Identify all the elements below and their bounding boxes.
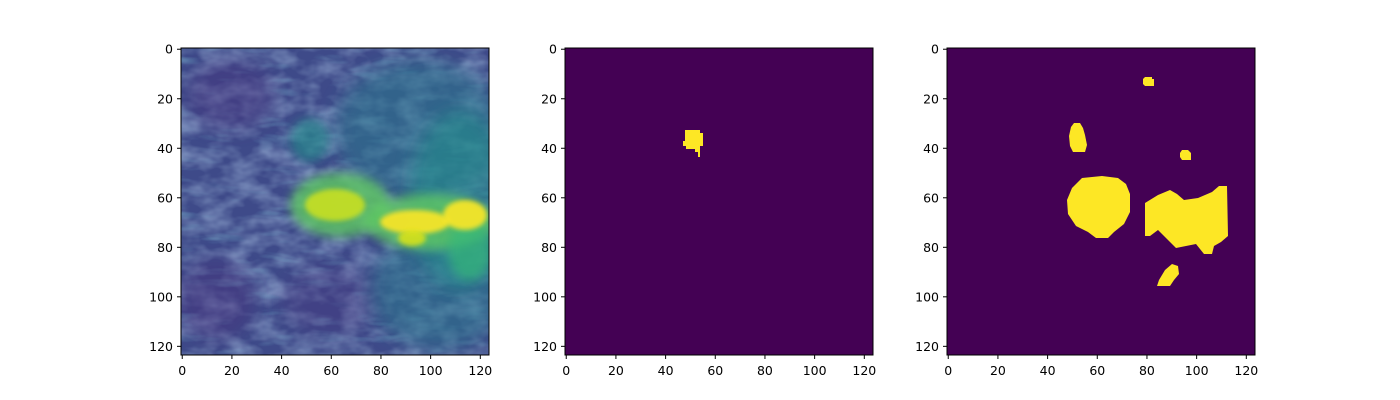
x-tick-label: 120 — [1234, 363, 1258, 378]
mask-b-panel — [946, 47, 1256, 356]
x-tick-label: 20 — [608, 363, 624, 378]
y-tick-label: 120 — [533, 339, 557, 354]
x-tick-label: 60 — [323, 363, 339, 378]
y-tick-label: 120 — [149, 339, 173, 354]
mask-blob — [1067, 176, 1130, 238]
x-tick-label: 100 — [803, 363, 827, 378]
x-tick-label: 100 — [1185, 363, 1209, 378]
y-tick-label: 60 — [923, 190, 939, 205]
y-tick-label: 0 — [931, 42, 939, 57]
x-tick-label: 100 — [419, 363, 443, 378]
y-tick-label: 80 — [923, 240, 939, 255]
y-tick-label: 100 — [915, 289, 939, 304]
panel-3-axes: 0 20 40 60 80 100 120 0 20 40 60 80 100 120 — [915, 42, 1258, 378]
x-tick-label: 0 — [944, 363, 952, 378]
x-tick-label: 80 — [757, 363, 773, 378]
y-tick-label: 120 — [915, 339, 939, 354]
mask-a-panel — [564, 47, 874, 356]
y-tick-label: 20 — [157, 91, 173, 106]
y-tick-label: 20 — [923, 91, 939, 106]
x-tick-label: 60 — [1089, 363, 1105, 378]
y-tick-label: 60 — [541, 190, 557, 205]
x-tick-label: 0 — [178, 363, 186, 378]
x-tick-label: 80 — [373, 363, 389, 378]
x-tick-label: 40 — [658, 363, 674, 378]
mask-blob — [683, 130, 703, 157]
y-tick-label: 80 — [541, 240, 557, 255]
x-tick-label: 80 — [1139, 363, 1155, 378]
y-tick-label: 40 — [541, 141, 557, 156]
y-tick-label: 20 — [541, 91, 557, 106]
y-tick-label: 100 — [149, 289, 173, 304]
mask-blob — [1157, 264, 1179, 286]
x-tick-label: 120 — [852, 363, 876, 378]
mask-blob — [1143, 77, 1154, 86]
y-tick-label: 40 — [157, 141, 173, 156]
axis-ticks: 0 20 40 60 80 100 120 0 20 40 60 80 100 120 0 20 40 60 80 1… — [149, 42, 1258, 378]
y-tick-label: 100 — [533, 289, 557, 304]
mask-blob — [1069, 123, 1087, 152]
y-tick-label: 80 — [157, 240, 173, 255]
x-tick-label: 40 — [1040, 363, 1056, 378]
x-tick-label: 40 — [274, 363, 290, 378]
intensity-image-panel — [180, 47, 490, 356]
panel-2-axes: 0 20 40 60 80 100 120 0 20 40 60 80 100 120 — [533, 42, 876, 378]
y-tick-label: 40 — [923, 141, 939, 156]
y-tick-label: 0 — [549, 42, 557, 57]
x-tick-label: 60 — [707, 363, 723, 378]
x-tick-label: 20 — [224, 363, 240, 378]
y-tick-label: 0 — [165, 42, 173, 57]
mask-blob — [1180, 150, 1191, 160]
x-tick-label: 20 — [990, 363, 1006, 378]
y-tick-label: 60 — [157, 190, 173, 205]
x-tick-label: 120 — [468, 363, 492, 378]
mask-blob — [1145, 186, 1228, 254]
x-tick-label: 0 — [562, 363, 570, 378]
panel-1-axes: 0 20 40 60 80 100 120 0 20 40 60 80 100 120 — [149, 42, 492, 378]
